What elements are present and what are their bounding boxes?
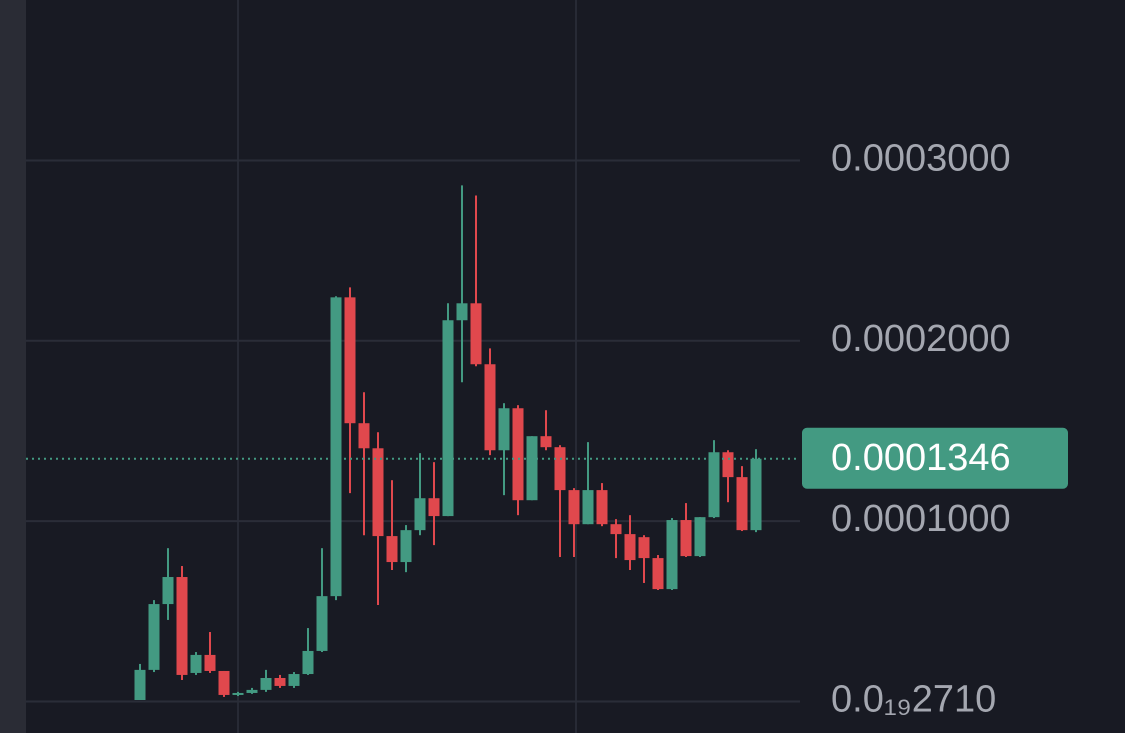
price-badge	[802, 427, 1068, 489]
candle-body	[652, 558, 664, 590]
candle-body	[148, 604, 160, 670]
candle-body	[750, 458, 762, 531]
candle-body	[638, 537, 650, 559]
candle-body	[512, 408, 524, 501]
candle-body	[722, 452, 734, 478]
candle-body	[442, 320, 454, 517]
candle-body	[386, 536, 398, 563]
candle-body	[204, 654, 216, 671]
candles	[134, 185, 762, 701]
candle-body	[680, 520, 692, 557]
candle-body	[582, 490, 594, 525]
candle-body	[358, 423, 370, 449]
candle-body	[162, 577, 174, 605]
candle-body	[526, 436, 538, 501]
candle-body	[470, 303, 482, 365]
candle-body	[190, 654, 202, 673]
candle-body	[274, 678, 286, 686]
candle-body	[568, 490, 580, 525]
candle-body	[260, 678, 272, 690]
candle-body	[554, 447, 566, 491]
candle-body	[400, 530, 412, 563]
y-tick-label: 0.0001000	[831, 498, 1011, 540]
candle-body	[540, 436, 552, 448]
candle-body	[596, 490, 608, 525]
candle-body	[232, 692, 244, 695]
candle-body	[736, 477, 748, 531]
price-axis: 0.0₁₉2710 0.0001000 0.0002000 0.0003000 0.00…	[26, 138, 1068, 720]
candle-body	[218, 670, 230, 695]
candle-body	[498, 408, 510, 451]
candle-body	[414, 498, 426, 531]
candle-body	[330, 297, 342, 597]
candle-body	[288, 674, 300, 686]
candle-body	[316, 596, 328, 651]
candle-body	[666, 520, 678, 590]
candle-body	[428, 498, 440, 517]
y-tick-label: 0.0003000	[831, 138, 1011, 180]
price-label: 0.0001346	[831, 437, 1011, 479]
y-tick-label: 0.0002000	[831, 318, 1011, 360]
candle-body	[372, 448, 384, 537]
candle-body	[176, 577, 188, 675]
candle-body	[708, 452, 720, 518]
candle-body	[344, 297, 356, 424]
y-tick-label: 0.0₁₉2710	[831, 678, 996, 720]
candle-body	[484, 364, 496, 451]
candle-body	[302, 650, 314, 675]
candle-body	[694, 517, 706, 557]
candle-body	[610, 524, 622, 535]
candle-body	[456, 303, 468, 321]
candle-body	[624, 534, 636, 561]
side-strip	[0, 0, 26, 733]
candle-body	[246, 689, 258, 693]
candle-body	[134, 669, 146, 701]
